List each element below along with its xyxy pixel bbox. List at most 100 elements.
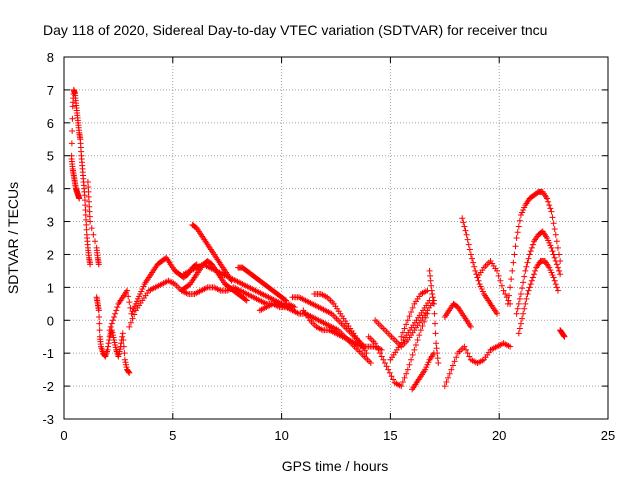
series-S (409, 350, 437, 393)
y-axis-label: SDTVAR / TECUs (5, 182, 21, 294)
plot-frame (63, 56, 609, 420)
data-point (106, 327, 113, 334)
data-point (409, 304, 416, 311)
data-point (467, 323, 474, 330)
series-E (106, 254, 200, 334)
data-point (551, 277, 558, 284)
y-tick-label: 3 (47, 215, 54, 230)
data-point (399, 329, 406, 336)
data-point (552, 281, 559, 288)
data-point (516, 325, 523, 332)
data-point (228, 277, 235, 284)
data-point (467, 251, 474, 258)
data-point (427, 277, 434, 284)
data-point (427, 272, 434, 279)
data-point (529, 241, 536, 248)
data-point (433, 345, 440, 352)
data-point (406, 361, 413, 368)
data-point (126, 323, 133, 330)
series-H (189, 221, 235, 284)
series-N (311, 290, 370, 357)
data-point (509, 267, 516, 274)
data-point (507, 343, 514, 350)
data-point (502, 290, 509, 297)
data-point (556, 267, 563, 274)
data-point (553, 284, 560, 291)
data-point (95, 261, 102, 268)
data-point (528, 277, 535, 284)
data-point (375, 346, 382, 353)
data-point (550, 251, 557, 258)
data-point (381, 360, 388, 367)
data-point (129, 315, 136, 322)
data-point (515, 300, 522, 307)
data-point (517, 290, 524, 297)
data-point (460, 219, 467, 226)
data-point (513, 235, 520, 241)
data-point (526, 284, 533, 291)
data-point (433, 340, 440, 347)
data-point (464, 236, 471, 243)
data-point (380, 356, 387, 363)
data-point (126, 369, 133, 376)
data-point (401, 374, 408, 381)
y-tick-label: 6 (47, 116, 54, 131)
data-point (386, 369, 393, 376)
data-point (524, 290, 531, 297)
y-tick-label: -2 (42, 379, 54, 394)
data-point (508, 276, 515, 283)
data-point (515, 223, 522, 230)
data-point (291, 304, 298, 311)
data-point (531, 271, 538, 278)
data-point (431, 310, 438, 317)
data-point (398, 383, 405, 390)
data-point (378, 353, 385, 360)
data-point (463, 231, 470, 238)
y-tick-label: 0 (47, 313, 54, 328)
data-point (514, 229, 521, 236)
data-point (125, 293, 132, 300)
data-point (512, 243, 519, 250)
x-tick-label: 5 (169, 428, 176, 443)
series-M (300, 307, 385, 353)
x-tick-label: 10 (274, 428, 288, 443)
y-tick-label: 7 (47, 83, 54, 98)
series-D (93, 294, 133, 376)
data-point (385, 366, 392, 373)
data-point (372, 340, 379, 347)
data-point (408, 356, 415, 363)
data-point (497, 277, 504, 284)
data-point (119, 333, 126, 340)
data-point (529, 274, 536, 281)
data-point (363, 350, 370, 357)
data-point (475, 277, 482, 284)
data-point (494, 267, 501, 274)
data-point (546, 202, 553, 209)
data-point (527, 248, 534, 255)
data-point (494, 310, 501, 317)
data-point (373, 343, 380, 350)
series-B (68, 156, 83, 202)
data-point (113, 307, 120, 314)
data-point (470, 259, 477, 266)
series-C (84, 179, 102, 268)
data-point (507, 284, 514, 291)
data-point (526, 251, 533, 258)
data-point (121, 350, 128, 357)
data-point (500, 287, 507, 294)
data-point (521, 273, 528, 280)
data-point (553, 238, 560, 245)
data-point (527, 281, 534, 288)
data-point (109, 317, 116, 324)
data-point (554, 287, 561, 294)
series-Y (504, 188, 564, 307)
data-point (432, 330, 439, 337)
data-point (505, 297, 512, 304)
data-point (505, 292, 512, 299)
series-Z (513, 228, 564, 317)
data-point (281, 296, 288, 303)
series-X (474, 258, 514, 307)
data-point (524, 259, 531, 266)
data-point (517, 320, 524, 327)
